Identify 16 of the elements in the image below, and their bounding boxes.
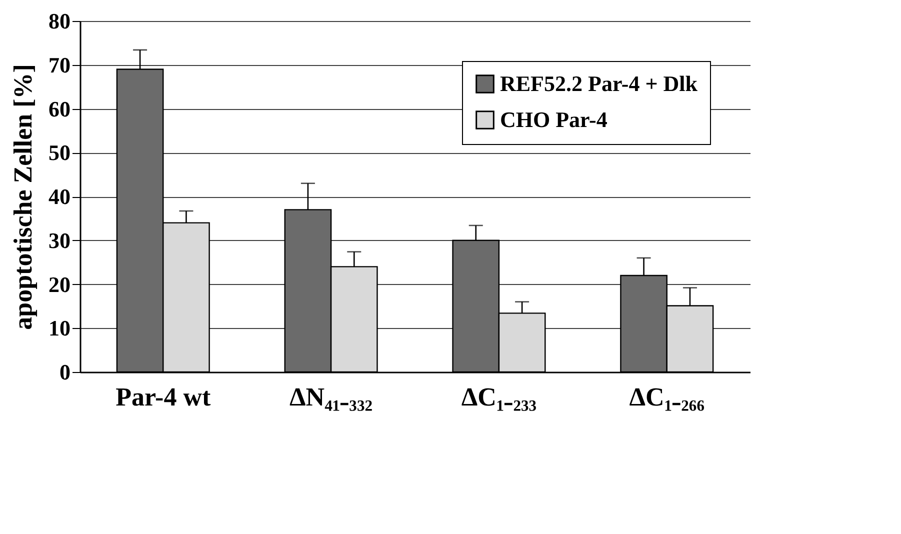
legend-label: CHO Par-4 — [500, 107, 608, 132]
x-tick-label: Par-4 wt — [116, 382, 211, 412]
y-tick-label: 20 — [48, 272, 70, 297]
y-tick-label: 0 — [60, 360, 70, 384]
legend-label: REF52.2 Par-4 + Dlk — [500, 71, 698, 96]
y-tick-label: 40 — [48, 184, 70, 209]
x-tick-label: ΔC₁₋₂₆₆ — [629, 382, 705, 412]
y-tick-label: 60 — [48, 96, 70, 122]
y-axis-title: apoptotische Zellen [%] — [8, 64, 38, 330]
y-tick-label: 80 — [48, 8, 70, 34]
y-tick-label: 50 — [48, 140, 70, 166]
y-tick-label: 10 — [48, 316, 70, 341]
x-tick-label: ΔN₄₁₋₃₃₂ — [290, 382, 373, 412]
y-tick-label: 70 — [48, 52, 70, 78]
x-tick-label: ΔC₁₋₂₃₃ — [461, 382, 537, 412]
y-tick-label: 30 — [48, 228, 70, 253]
